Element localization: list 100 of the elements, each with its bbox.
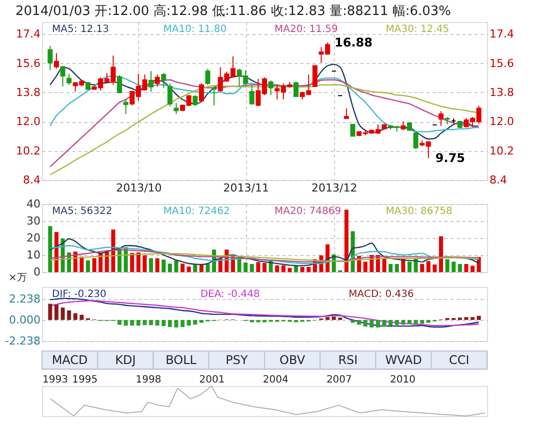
bar — [420, 320, 424, 324]
candlestick — [161, 72, 166, 88]
line-series — [50, 245, 480, 264]
bar — [193, 320, 198, 325]
candlestick — [154, 74, 160, 88]
bar — [458, 264, 462, 272]
text: MA20: 11.59 — [274, 24, 338, 35]
x-tick-label: 1993 — [42, 374, 68, 386]
bar — [136, 320, 140, 326]
text: MA30: 12.45 — [386, 24, 450, 35]
candlestick — [198, 82, 204, 102]
y-tick-label: 40 — [26, 198, 40, 210]
bar — [414, 320, 418, 324]
x-tick-label: 2001 — [199, 374, 225, 386]
line-series — [50, 249, 480, 262]
series-label: DEA: -0.448 — [200, 289, 260, 300]
bar — [244, 262, 248, 272]
bar — [363, 320, 368, 327]
y2-tick-label: 13.8 — [490, 86, 514, 99]
candlestick — [192, 94, 198, 107]
bar — [432, 264, 437, 272]
candlestick — [148, 70, 154, 92]
x-tick-label: 2004 — [262, 374, 288, 386]
bar — [250, 264, 254, 272]
bar — [92, 258, 96, 272]
bar — [168, 264, 172, 272]
bar — [476, 316, 481, 320]
bar — [60, 308, 65, 320]
bar — [162, 320, 166, 326]
bar — [162, 260, 166, 272]
candlestick — [249, 84, 254, 105]
bar — [452, 262, 456, 272]
y-tick-label: 15.6 — [16, 56, 40, 70]
x-tick-label: 2013/12 — [311, 182, 358, 194]
y-tick-label: 10.2 — [16, 144, 40, 158]
y-tick-label: 17.4 — [16, 28, 40, 41]
bar — [262, 262, 266, 272]
candlestick — [438, 110, 444, 126]
bar — [250, 320, 254, 322]
bar — [142, 255, 147, 272]
candlestick — [167, 82, 172, 107]
x-tick-label: 1995 — [72, 374, 98, 386]
bar — [357, 320, 362, 325]
y2-tick-label: 10.2 — [490, 144, 514, 158]
text: CCI — [449, 353, 470, 367]
text: MA5: 12.13 — [52, 24, 110, 35]
bar — [306, 266, 311, 272]
text: PSY — [226, 353, 248, 367]
x-tick-label: 1998 — [136, 374, 162, 386]
chart-title: 2014/01/03 开:12.00 高:12.98 低:11.86 收:12.83 量:88211 幅:6.03% — [16, 3, 452, 19]
text: MA20: 74869 — [274, 206, 342, 217]
bar — [288, 268, 292, 272]
bar — [256, 320, 260, 322]
candlestick — [60, 65, 66, 87]
y-axis-title: ×万 — [8, 272, 27, 284]
bar — [464, 264, 468, 272]
candlestick — [48, 45, 53, 71]
y2-tick-label: 12.0 — [490, 115, 514, 128]
text: OBV — [280, 353, 306, 367]
bar — [149, 258, 154, 272]
bar — [275, 265, 280, 272]
bar — [124, 320, 128, 326]
y-tick-label: 10 — [26, 248, 40, 262]
bar — [439, 236, 444, 272]
bar — [186, 266, 191, 272]
text: RSI — [338, 353, 358, 367]
bar — [370, 320, 374, 328]
bar — [408, 262, 412, 272]
bar — [199, 320, 204, 323]
bar — [420, 264, 424, 272]
x-tick-label: 2013/10 — [116, 182, 162, 194]
text: KDJ — [115, 353, 136, 367]
candlestick — [350, 124, 356, 137]
bar — [281, 265, 286, 272]
bar — [199, 264, 204, 272]
bar — [67, 310, 72, 320]
y-tick-label: 0 — [34, 266, 40, 278]
bar — [300, 266, 304, 272]
bar — [155, 258, 160, 272]
bar — [332, 316, 336, 320]
y-tick-label: 8.4 — [23, 174, 40, 186]
bar — [426, 320, 430, 323]
y2-tick-label: 15.6 — [490, 56, 514, 70]
candlestick — [212, 86, 217, 106]
text: WVAD — [385, 353, 422, 367]
bar — [344, 210, 348, 272]
text: MA10: 11.80 — [163, 24, 227, 35]
bar — [294, 266, 298, 272]
bar — [111, 230, 116, 272]
y-tick-label: 30 — [26, 214, 40, 228]
bar — [174, 320, 178, 328]
bar — [193, 264, 198, 272]
bar — [186, 320, 191, 326]
bar — [470, 317, 475, 320]
bar — [155, 320, 160, 326]
text: MACD — [52, 353, 88, 367]
candlestick — [66, 74, 72, 86]
series-label: MACD: 0.436 — [348, 289, 414, 300]
y-tick-label: 0.000 — [9, 313, 40, 326]
annotation: 16.88 — [334, 36, 373, 50]
